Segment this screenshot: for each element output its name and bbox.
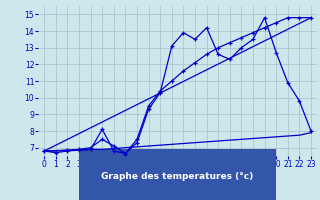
X-axis label: Graphe des temperatures (°c): Graphe des temperatures (°c) (101, 172, 254, 181)
